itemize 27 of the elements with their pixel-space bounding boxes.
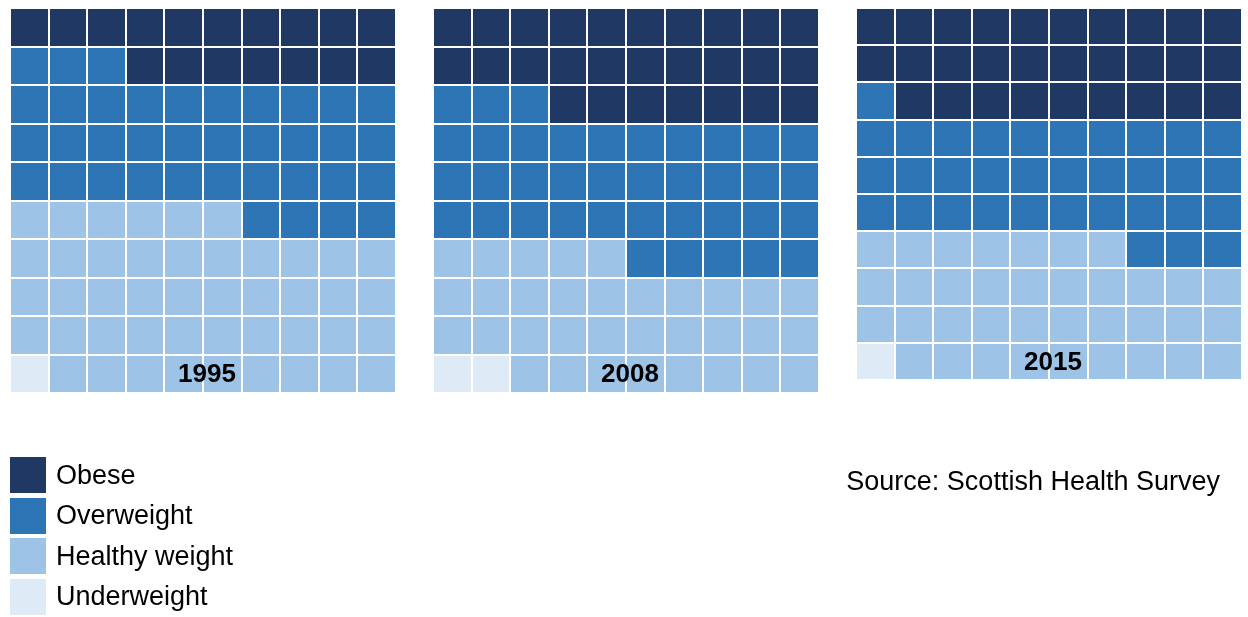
bar bbox=[10, 315, 396, 355]
bar bbox=[10, 46, 127, 86]
bar bbox=[433, 161, 819, 201]
text: 2015 bbox=[1024, 345, 1082, 376]
bar bbox=[10, 200, 242, 240]
bar bbox=[433, 84, 550, 124]
source-note: Source: Scottish Health Survey bbox=[846, 466, 1220, 497]
legend-label: Underweight bbox=[56, 581, 208, 613]
legend-label: Obese bbox=[56, 459, 136, 491]
bar bbox=[433, 315, 819, 355]
bar bbox=[433, 200, 819, 240]
bar bbox=[433, 123, 819, 163]
text: 2008 bbox=[601, 357, 659, 388]
bar bbox=[241, 200, 396, 240]
bar bbox=[433, 238, 627, 278]
bar bbox=[433, 46, 819, 86]
legend-label: Overweight bbox=[56, 500, 193, 532]
bar bbox=[10, 123, 396, 163]
bar bbox=[10, 277, 396, 317]
text: 1995 bbox=[178, 357, 236, 388]
bar bbox=[10, 84, 396, 124]
legend-label: Healthy weight bbox=[56, 540, 234, 572]
bar bbox=[10, 238, 396, 278]
bar bbox=[10, 354, 49, 393]
bar bbox=[433, 277, 819, 317]
bar bbox=[625, 238, 819, 278]
bar bbox=[10, 161, 396, 201]
